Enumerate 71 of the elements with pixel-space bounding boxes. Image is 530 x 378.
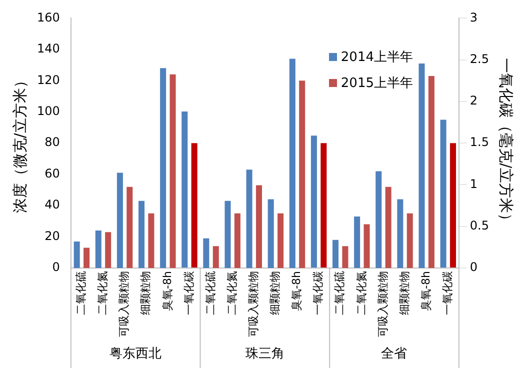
bar (170, 74, 176, 268)
legend-label: 2014上半年 (340, 49, 413, 66)
x-tick-label: 二氧化硫 (204, 271, 217, 315)
x-tick-label: 可吸入颗粒物 (118, 271, 131, 337)
bar (148, 213, 154, 268)
x-tick-label: 细颗粒物 (139, 271, 152, 315)
bar (95, 230, 102, 268)
bar (418, 63, 425, 268)
y2-tick-label: 2.5 (470, 52, 490, 66)
bar (299, 80, 306, 268)
x-tick-label: 臭氧-8h (419, 270, 432, 311)
bar (385, 186, 392, 268)
x-tick-label: 二氧化氮 (354, 271, 368, 315)
y-tick-label: 140 (37, 42, 60, 56)
bar (212, 246, 219, 268)
x-tick-label: 二氧化氮 (225, 271, 238, 315)
y2-tick-label: 3 (470, 10, 478, 24)
bar (203, 238, 210, 268)
bar (364, 224, 370, 268)
y-tick-label: 40 (44, 198, 60, 212)
y-tick-label: 0 (52, 260, 60, 274)
y-tick-label: 160 (37, 10, 60, 24)
bar (289, 58, 296, 268)
x-tick-label: 二氧化氮 (96, 271, 110, 315)
bar (397, 199, 404, 268)
y-axis-title: 浓度（微克/立方米） (10, 73, 29, 214)
bar (376, 171, 382, 268)
x-tick-label: 可吸入颗粒物 (376, 271, 390, 337)
y-tick-label: 20 (44, 228, 60, 243)
bar (116, 172, 123, 268)
y-tick-label: 100 (37, 104, 60, 118)
y2-tick-label: 0.5 (470, 218, 490, 232)
x-tick-label: 二氧化硫 (333, 271, 346, 315)
bar (74, 241, 80, 268)
x-tick-label: 二氧化硫 (74, 271, 88, 315)
bar (138, 200, 145, 268)
y-tick-label: 80 (44, 135, 60, 150)
y-tick-label: 60 (44, 166, 60, 180)
bar (126, 186, 133, 268)
bar (105, 232, 112, 268)
bar (342, 246, 348, 268)
bar (278, 213, 284, 268)
y2-tick-label: 0 (470, 260, 478, 274)
text: 粤东西北 (110, 346, 162, 362)
bar (234, 213, 240, 268)
bar (354, 216, 360, 268)
x-tick-label: 臭氧-8h (160, 270, 174, 311)
y2-tick-label: 2 (470, 94, 478, 108)
x-tick-label: 一氧化碳 (312, 271, 325, 315)
x-tick-label: 可吸入颗粒物 (246, 271, 260, 337)
y2-axis-title: 一氧化碳（毫克/立方米） (497, 58, 516, 228)
x-tick-label: 一氧化碳 (440, 271, 454, 315)
bar (160, 68, 166, 268)
bar (246, 170, 252, 268)
bar (332, 240, 339, 268)
y2-tick-label: 1.5 (470, 135, 490, 150)
bar (406, 213, 413, 268)
bar (268, 199, 274, 268)
x-tick-label: 臭氧-8h (290, 270, 304, 311)
text: 珠三角 (245, 346, 284, 362)
y2-tick-label: 1 (470, 176, 478, 191)
x-tick-label: 细颗粒物 (268, 271, 282, 315)
bar (256, 185, 262, 268)
y-tick-label: 120 (37, 72, 60, 87)
bar (224, 200, 231, 268)
x-tick-label: 细颗粒物 (398, 271, 411, 315)
legend-label: 2015上半年 (340, 75, 413, 92)
text: 全省 (381, 346, 408, 362)
bar (84, 248, 90, 268)
bar (428, 76, 434, 268)
x-tick-label: 一氧化碳 (182, 271, 196, 315)
